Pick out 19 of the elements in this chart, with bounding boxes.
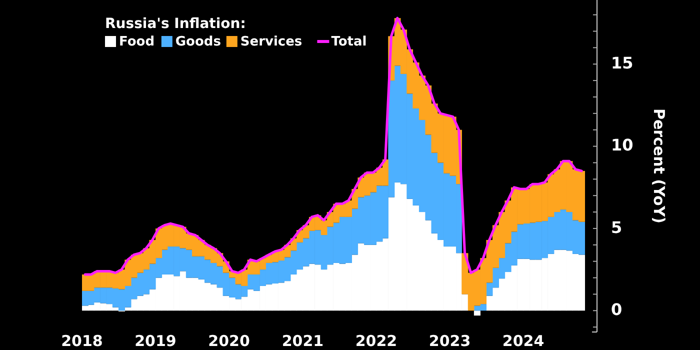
legend-label: Total [331,34,367,50]
y-tick-label: 0 [611,300,622,320]
legend-title: Russia's Inflation: [105,16,246,32]
line-series [84,16,583,276]
legend-label: Goods [175,34,222,50]
x-tick-label: 2023 [428,332,471,350]
y-tick-label: 10 [611,136,634,155]
x-tick-label: 2020 [208,332,250,350]
y-axis-title: Percent (YoY) [650,108,668,224]
x-tick-label: 2019 [134,332,176,350]
y-tick-label: 15 [611,53,634,72]
legend-label: Services [240,34,302,50]
x-tick-label: 2022 [355,332,398,350]
bar [474,310,480,316]
x-tick-label: 2021 [282,332,324,350]
y-tick-label: 5 [611,218,622,237]
legend-label: Food [119,34,155,50]
x-tick-label: 2018 [61,332,103,350]
x-tick-label: 2024 [502,332,544,350]
